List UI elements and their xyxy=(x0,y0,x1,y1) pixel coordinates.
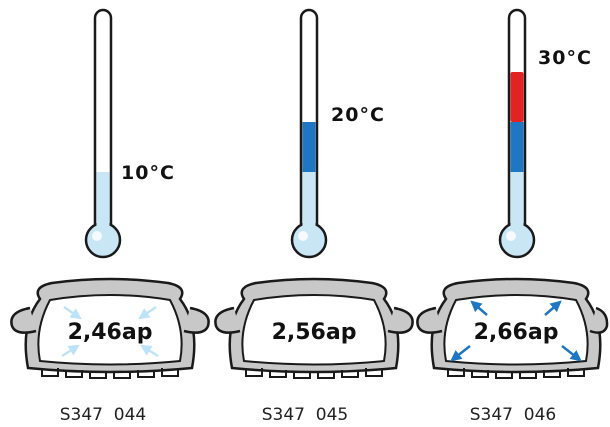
figure-code-1: S347 044 xyxy=(60,405,147,425)
thermometer-2-blue-fill xyxy=(302,122,316,172)
temperature-label-2: 20°C xyxy=(331,104,385,126)
panel-2: 20°C 2,56ap S347 045 xyxy=(214,8,414,425)
thermometer-3 xyxy=(498,8,536,259)
arrow-outward-icon xyxy=(450,300,582,362)
figure-code-2: S347 045 xyxy=(262,405,349,425)
pressure-label-1: 2,46ap xyxy=(68,320,153,345)
panel-1: 10°C 2,46ap S347 044 xyxy=(10,8,210,425)
thermometer-3-red-fill xyxy=(510,72,524,122)
arrow-inward-icon xyxy=(61,305,159,358)
pressure-label-3: 2,66ap xyxy=(474,320,559,345)
thermometer-3-blue-fill xyxy=(510,122,524,172)
panel-3: 30°C 2,66ap S347 046 xyxy=(416,8,609,425)
pressure-label-2: 2,56ap xyxy=(272,320,357,345)
temperature-label-3: 30°C xyxy=(538,47,592,69)
figure-code-3: S347 046 xyxy=(470,405,557,425)
tire-2 xyxy=(214,277,414,379)
temperature-label-1: 10°C xyxy=(121,162,175,184)
thermometer-2 xyxy=(290,8,328,259)
thermometer-1 xyxy=(84,8,122,259)
